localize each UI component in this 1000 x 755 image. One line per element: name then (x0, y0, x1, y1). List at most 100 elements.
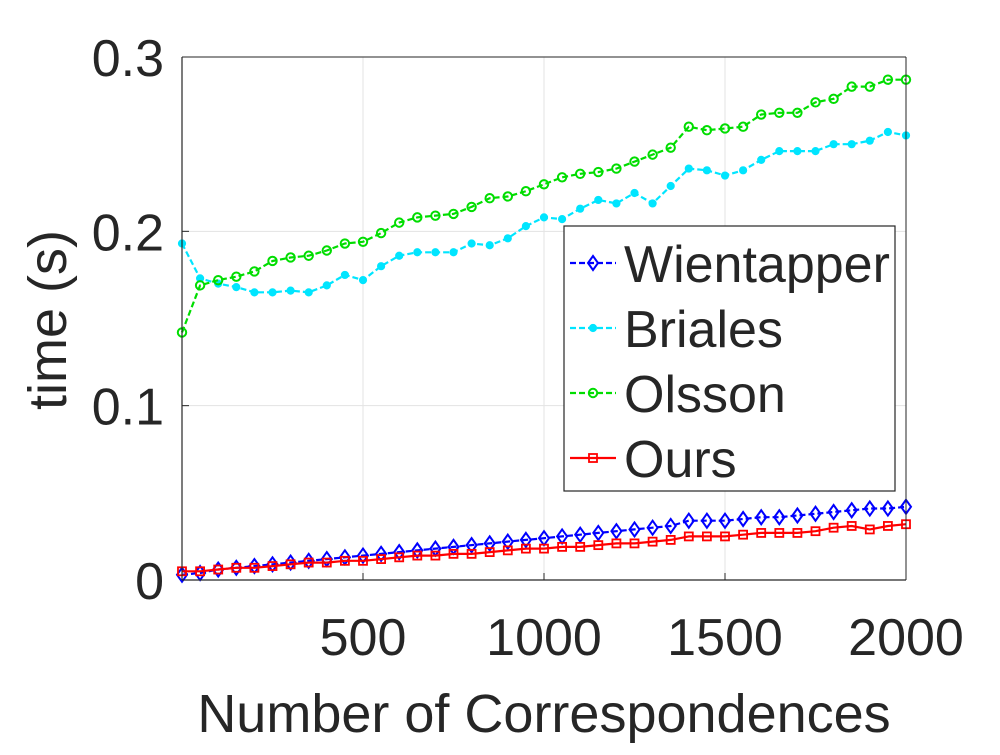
data-point-ours (846, 521, 857, 531)
series-line-olsson (180, 78, 906, 333)
data-point-olsson (213, 274, 224, 286)
data-point-briales (485, 241, 494, 250)
data-point-ours (213, 564, 224, 575)
data-point-ours (412, 550, 423, 561)
data-point-briales (250, 288, 259, 297)
data-point-ours (683, 531, 694, 542)
series-line-ours (182, 523, 907, 573)
data-point-briales (630, 188, 639, 198)
data-point-wientapper (845, 501, 858, 519)
data-point-ours (267, 561, 278, 571)
data-point-olsson (647, 149, 658, 160)
data-point-briales (576, 204, 585, 213)
data-point-ours (864, 524, 875, 535)
legend-marker-briales (588, 323, 598, 333)
data-point-wientapper (791, 506, 804, 525)
data-point-briales (612, 199, 621, 208)
legend-marker-olsson (587, 387, 599, 399)
data-point-olsson (231, 271, 242, 282)
data-point-ours (448, 548, 459, 559)
data-point-briales (521, 222, 531, 231)
data-point-olsson (864, 81, 875, 92)
data-point-olsson (629, 156, 640, 167)
data-point-olsson (194, 280, 206, 291)
data-point-ours (339, 555, 350, 566)
data-point-olsson (683, 121, 694, 132)
data-point-wientapper (881, 499, 895, 518)
data-point-wientapper (465, 536, 478, 554)
data-point-ours (321, 557, 332, 568)
data-point-ours (394, 552, 405, 563)
data-point-wientapper (356, 546, 370, 565)
data-point-wientapper (628, 520, 641, 539)
data-point-olsson (448, 208, 459, 220)
data-point-ours (557, 541, 567, 552)
data-point-briales (847, 140, 856, 149)
data-point-olsson (882, 74, 894, 85)
data-point-ours (665, 535, 676, 545)
data-point-ours (828, 522, 839, 533)
data-point-briales (503, 234, 512, 243)
data-point-olsson (810, 97, 821, 108)
data-point-olsson (828, 93, 839, 105)
data-point-ours (430, 550, 441, 561)
data-point-briales (340, 270, 349, 280)
x-tick-label: 500 (320, 609, 407, 667)
data-point-ours (539, 543, 549, 554)
data-point-wientapper (863, 499, 877, 518)
data-point-olsson (375, 227, 387, 239)
legend-box (563, 225, 896, 492)
data-point-olsson (538, 179, 550, 190)
data-point-ours (484, 547, 495, 558)
data-point-olsson (846, 81, 857, 92)
data-point-ours (231, 562, 242, 573)
data-point-olsson (321, 245, 332, 256)
legend-item-wientapper: Wientapper (570, 236, 890, 294)
legend-label-wientapper: Wientapper (624, 236, 890, 294)
data-point-ours (358, 555, 368, 566)
data-point-wientapper (682, 512, 696, 530)
x-tick-label: 1500 (667, 609, 783, 667)
data-point-olsson (484, 193, 495, 204)
legend-label-ours: Ours (624, 431, 737, 489)
data-point-ours (738, 529, 748, 540)
data-point-ours (810, 526, 821, 537)
data-point-briales (395, 251, 404, 260)
data-point-ours (629, 538, 640, 549)
data-point-olsson (756, 109, 767, 120)
data-point-ours (611, 538, 622, 549)
data-point-olsson (611, 163, 622, 174)
data-point-wientapper (700, 512, 714, 530)
data-point-briales (883, 127, 893, 137)
data-point-briales (286, 286, 295, 295)
data-point-briales (449, 248, 458, 257)
data-point-olsson (737, 121, 749, 132)
data-point-wientapper (592, 524, 605, 542)
data-point-wientapper (646, 518, 659, 537)
data-point-olsson (267, 255, 278, 267)
data-point-ours (502, 545, 513, 556)
data-point-olsson (357, 236, 369, 247)
data-point-olsson (556, 172, 568, 183)
data-point-olsson (303, 250, 314, 261)
data-point-ours (702, 531, 712, 542)
data-point-briales (775, 147, 784, 156)
data-point-briales (431, 248, 440, 257)
x-axis-label: Number of Correspondences (197, 684, 890, 744)
data-point-wientapper (519, 531, 533, 549)
data-point-ours (521, 543, 531, 554)
data-point-olsson (394, 217, 405, 228)
data-point-wientapper (664, 517, 677, 535)
y-tick-label: 0.3 (92, 30, 164, 88)
legend-marker-wientapper (586, 254, 600, 272)
data-point-briales (739, 166, 748, 175)
legend-item-olsson: Olsson (570, 366, 786, 424)
x-tick-label: 1000 (486, 609, 602, 667)
data-point-ours (376, 554, 387, 564)
legend-marker-ours (588, 453, 598, 463)
data-point-briales (829, 140, 838, 149)
data-point-briales (268, 288, 277, 297)
data-point-briales (594, 195, 603, 205)
